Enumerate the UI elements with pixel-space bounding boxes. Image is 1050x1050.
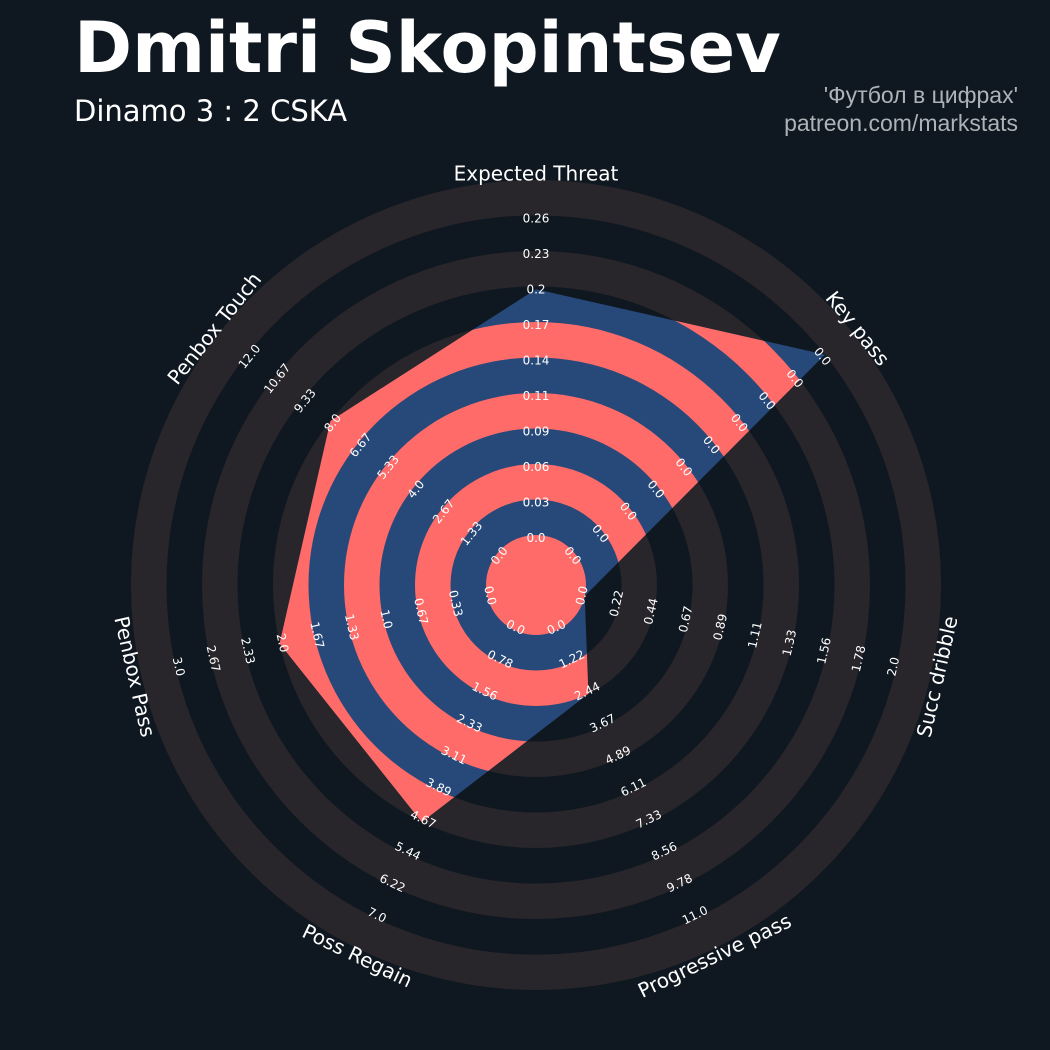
range-label: 1.0 xyxy=(377,608,395,630)
range-label: 0.22 xyxy=(607,589,627,618)
range-label: 2.33 xyxy=(238,636,258,665)
range-label: 1.33 xyxy=(780,628,800,657)
range-label: 0.09 xyxy=(523,425,550,439)
range-label: 0.03 xyxy=(523,496,550,510)
range-label: 0.26 xyxy=(523,212,550,226)
range-label: 1.56 xyxy=(814,636,834,665)
range-label: 0.0 xyxy=(481,585,499,607)
range-label: 3.0 xyxy=(170,656,188,678)
player-name-title: Dmitri Skopintsev xyxy=(74,7,781,89)
range-label: 0.14 xyxy=(523,354,550,368)
range-label: 1.11 xyxy=(745,620,765,649)
range-label: 0.11 xyxy=(523,389,550,403)
range-label: 1.67 xyxy=(307,620,327,649)
range-label: 0.89 xyxy=(711,613,731,642)
range-label: 1.78 xyxy=(849,644,869,673)
range-label: 0.2 xyxy=(526,283,545,297)
range-label: 0.23 xyxy=(523,247,550,261)
range-label: 0.0 xyxy=(573,585,591,607)
range-label: 2.67 xyxy=(204,644,224,673)
range-label: 0.67 xyxy=(676,605,696,634)
range-label: 0.0 xyxy=(526,531,545,545)
range-label: 0.44 xyxy=(641,597,661,626)
range-label: 0.06 xyxy=(523,460,550,474)
player-band xyxy=(486,535,586,635)
credit-url: patreon.com/markstats xyxy=(784,110,1018,136)
range-label: 2.0 xyxy=(884,656,902,678)
range-label: 2.0 xyxy=(274,632,292,654)
credit-source: 'Футбол в цифрах' xyxy=(823,82,1018,108)
range-label: 1.33 xyxy=(342,613,362,642)
range-label: 0.33 xyxy=(446,589,466,618)
param-label: Expected Threat xyxy=(454,162,619,186)
match-subtitle: Dinamo 3 : 2 CSKA xyxy=(74,94,348,128)
range-label: 0.17 xyxy=(523,318,550,332)
range-label: 0.67 xyxy=(411,597,431,626)
